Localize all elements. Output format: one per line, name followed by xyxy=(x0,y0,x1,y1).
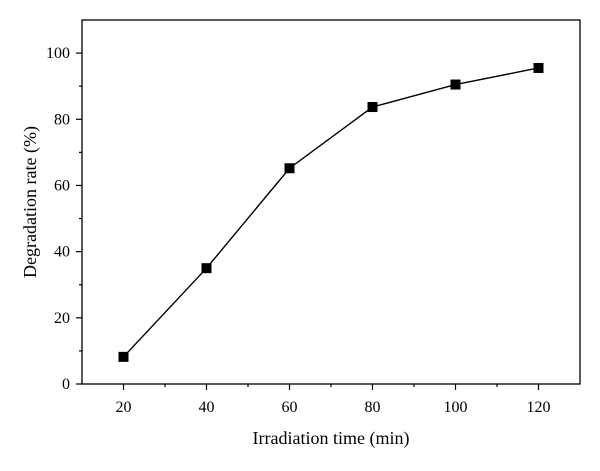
data-point xyxy=(118,351,129,362)
x-tick-label: 120 xyxy=(527,399,551,416)
x-tick-label: 40 xyxy=(199,399,215,416)
axis-ticks: 20 40 60 80 100 120 0 20 40 60 80 100 xyxy=(46,45,551,416)
data-point xyxy=(284,163,295,174)
y-tick-label: 20 xyxy=(54,310,70,327)
y-tick-label: 0 xyxy=(62,376,70,393)
y-tick-label: 80 xyxy=(54,111,70,128)
y-tick-label: 60 xyxy=(54,177,70,194)
data-point xyxy=(367,102,378,113)
y-tick-label: 100 xyxy=(46,45,70,62)
data-point xyxy=(201,263,212,274)
data-point xyxy=(533,62,544,73)
y-tick-label: 40 xyxy=(54,244,70,261)
x-tick-label: 100 xyxy=(444,399,468,416)
x-axis-label: Irradiation time (min) xyxy=(253,428,410,449)
y-axis-label: Degradation rate (%) xyxy=(20,126,41,278)
data-point xyxy=(450,79,461,90)
series-layer xyxy=(118,62,544,362)
x-tick-label: 80 xyxy=(365,399,381,416)
plot-frame xyxy=(81,19,581,385)
x-tick-label: 20 xyxy=(116,399,132,416)
series-line xyxy=(122,67,539,358)
x-tick-label: 60 xyxy=(282,399,298,416)
